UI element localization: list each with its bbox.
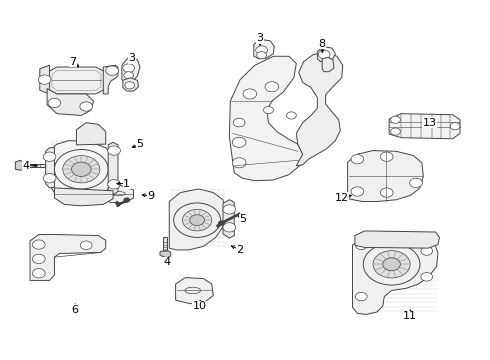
Text: 4: 4 [163,257,171,267]
Circle shape [391,128,400,135]
Circle shape [264,107,273,114]
Circle shape [421,247,433,255]
Polygon shape [389,114,460,139]
Circle shape [380,188,393,197]
Circle shape [48,98,61,108]
Circle shape [265,82,279,92]
Polygon shape [229,56,303,181]
Polygon shape [347,150,423,202]
Text: 13: 13 [423,118,437,128]
Circle shape [182,210,212,231]
Circle shape [219,221,224,225]
Text: 7: 7 [70,57,76,67]
Circle shape [54,149,108,189]
Text: 2: 2 [237,245,244,255]
Circle shape [256,46,268,54]
Polygon shape [40,65,49,94]
Polygon shape [355,231,440,248]
Polygon shape [102,185,134,203]
Polygon shape [123,78,139,91]
Circle shape [125,82,135,89]
Polygon shape [352,232,438,315]
Circle shape [123,64,135,72]
Text: 5: 5 [239,215,246,224]
Circle shape [257,51,267,59]
Circle shape [363,243,420,285]
Circle shape [232,158,246,168]
Polygon shape [296,51,343,166]
Circle shape [421,273,433,281]
Text: 6: 6 [72,305,78,315]
Circle shape [355,292,367,301]
Circle shape [173,203,220,237]
Circle shape [32,240,45,249]
Text: 9: 9 [147,191,155,201]
Polygon shape [254,40,274,59]
Circle shape [232,137,246,147]
Circle shape [223,223,236,232]
Circle shape [32,254,45,264]
Circle shape [32,269,45,278]
Circle shape [318,50,330,59]
Circle shape [233,118,245,127]
Circle shape [351,187,364,196]
Circle shape [391,116,400,123]
Polygon shape [108,142,118,194]
Circle shape [43,174,56,183]
Polygon shape [15,160,24,170]
Text: 8: 8 [318,39,326,49]
Circle shape [351,154,364,164]
Polygon shape [47,67,106,94]
Circle shape [80,241,92,249]
Polygon shape [122,58,140,82]
Polygon shape [30,234,106,280]
Text: 3: 3 [256,33,263,43]
Circle shape [410,178,422,188]
Text: 5: 5 [136,139,144,149]
Polygon shape [54,188,113,206]
Bar [163,237,167,255]
Circle shape [72,162,91,176]
Circle shape [190,215,204,226]
Circle shape [223,205,236,214]
Text: 11: 11 [403,311,417,321]
Text: 10: 10 [193,301,207,311]
Circle shape [124,198,130,202]
Circle shape [373,251,410,278]
Circle shape [106,66,119,75]
Polygon shape [47,89,94,116]
Circle shape [383,258,400,271]
Text: 12: 12 [335,193,349,203]
Circle shape [243,89,257,99]
Bar [16,164,45,167]
Polygon shape [322,57,334,72]
Polygon shape [49,140,113,198]
Polygon shape [103,65,118,94]
Circle shape [124,72,134,79]
Text: 3: 3 [128,53,135,63]
Polygon shape [318,46,335,62]
Polygon shape [169,189,225,250]
Text: 1: 1 [123,179,130,189]
Polygon shape [223,200,234,238]
Polygon shape [76,123,106,145]
Polygon shape [160,250,171,258]
Circle shape [108,146,121,155]
Circle shape [38,75,51,84]
Circle shape [380,152,393,161]
Circle shape [63,156,100,183]
Circle shape [43,152,56,161]
Circle shape [355,241,367,249]
Polygon shape [46,148,54,188]
Text: 4: 4 [23,161,30,171]
Circle shape [108,180,121,189]
Circle shape [450,123,460,130]
Circle shape [80,102,93,111]
Polygon shape [175,278,213,304]
Circle shape [287,112,296,119]
